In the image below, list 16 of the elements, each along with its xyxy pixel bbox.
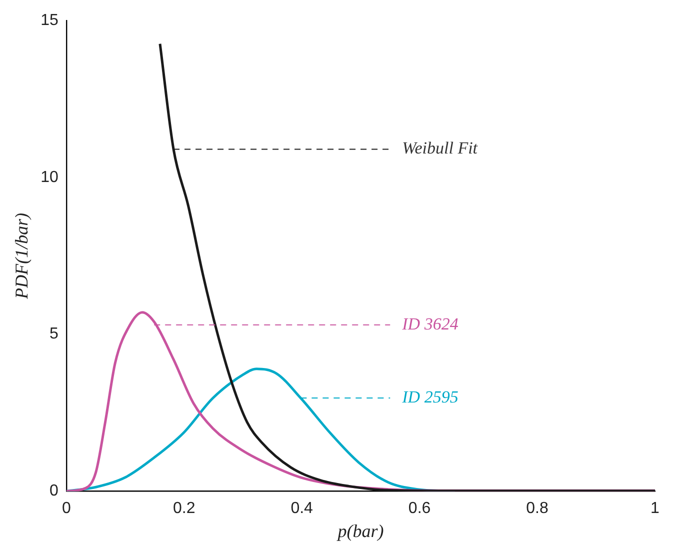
annotation: ID 2595 [401,387,458,406]
x-axis-title: p(bar) [336,520,384,541]
line-series [158,42,655,492]
x-tick-label: 0.8 [526,500,548,518]
x-tick-label: 0.6 [408,500,431,518]
y-axis-title: PDF(1/bar) [12,212,32,300]
x-tick-label: 0.2 [172,500,196,518]
x-tick-label: 1 [650,500,660,518]
y-tick-label: 10 [40,168,58,186]
annotation: Weibull Fit [402,138,479,158]
x-tick-label: 0 [62,500,71,518]
y-tick-label: 5 [49,326,58,343]
x-tick-label: 0.4 [290,500,314,518]
y-tick-label: 15 [40,12,58,30]
annotation: ID 3624 [401,314,459,334]
y-tick-label: 0 [49,482,58,500]
